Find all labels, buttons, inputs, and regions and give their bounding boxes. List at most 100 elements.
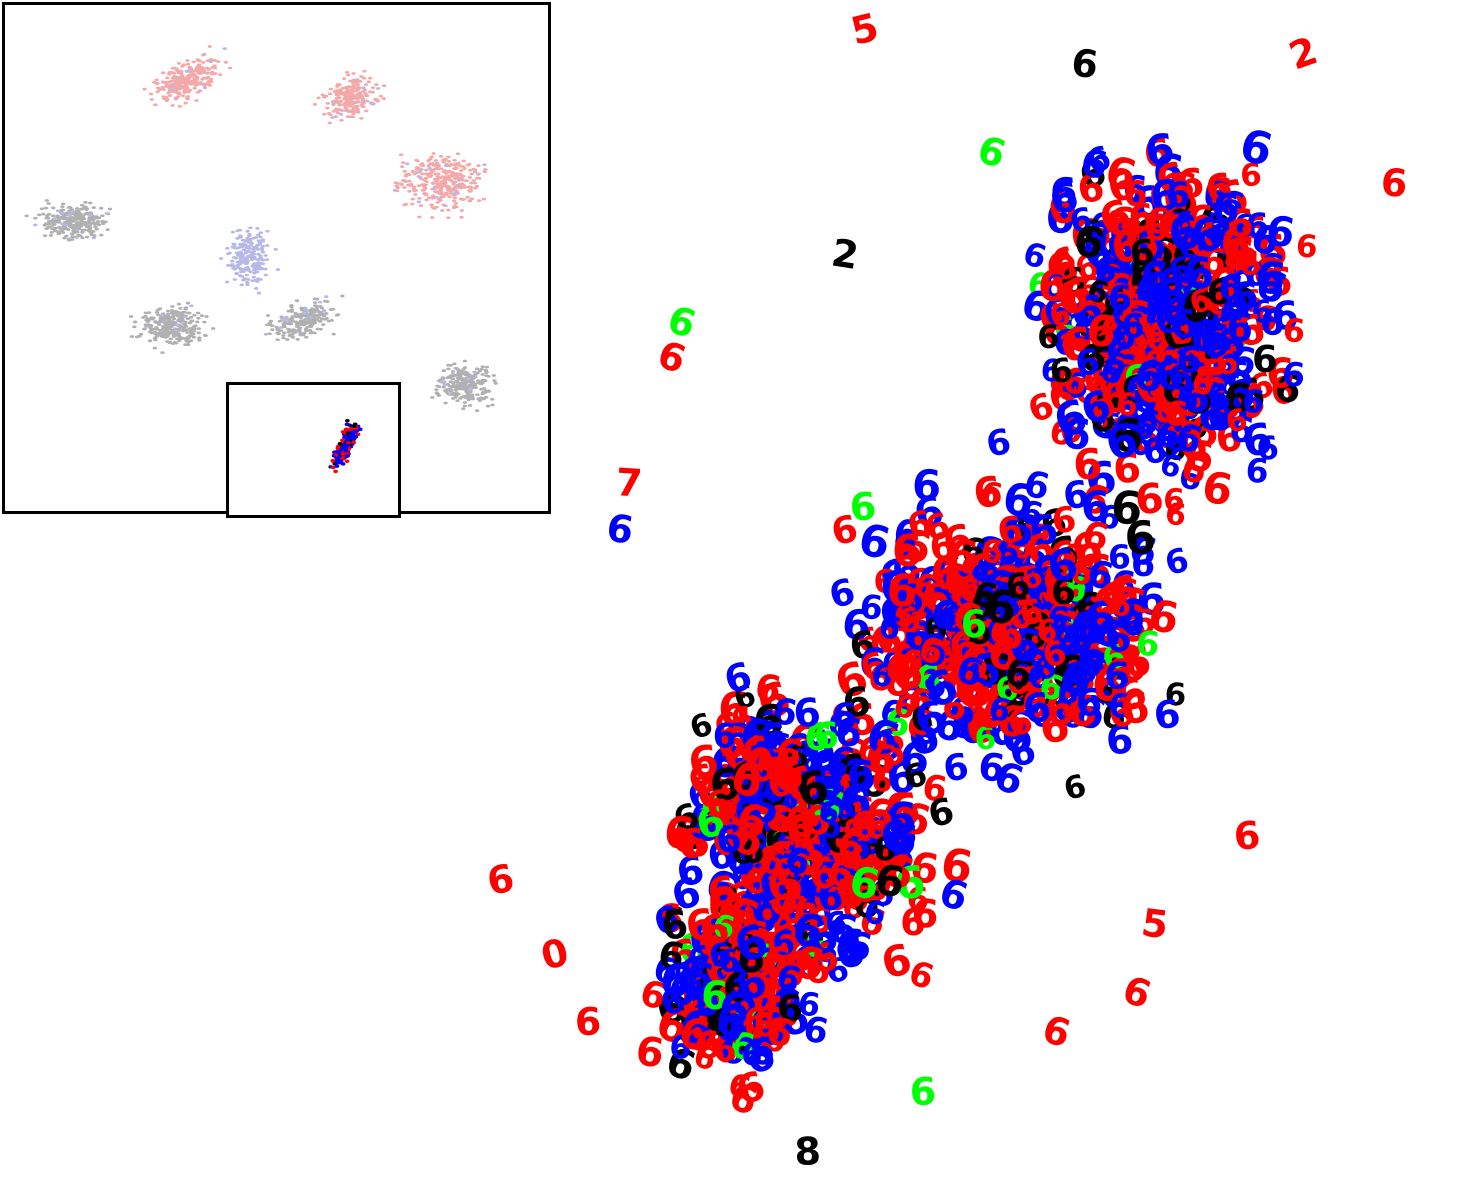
overview-point bbox=[461, 159, 466, 163]
overview-point bbox=[68, 225, 74, 229]
overview-point bbox=[172, 74, 177, 78]
overview-point bbox=[250, 279, 255, 283]
overview-point bbox=[467, 404, 473, 407]
overview-point bbox=[448, 389, 454, 392]
overview-point bbox=[430, 194, 436, 198]
scatter-point: 6 bbox=[1117, 287, 1146, 334]
scatter-point: 6 bbox=[1220, 241, 1246, 284]
overview-point bbox=[446, 185, 452, 189]
overview-point bbox=[277, 319, 283, 323]
scatter-point: 6 bbox=[1141, 304, 1174, 353]
overview-point bbox=[263, 273, 268, 277]
overview-point bbox=[464, 179, 469, 183]
overview-point bbox=[160, 351, 165, 354]
overview-point bbox=[351, 72, 356, 75]
overview-point bbox=[466, 373, 471, 377]
overview-point bbox=[232, 278, 237, 281]
scatter-point: 6 bbox=[1045, 194, 1074, 243]
overview-point bbox=[343, 101, 349, 105]
overview-point bbox=[202, 86, 208, 90]
overview-point bbox=[184, 339, 189, 343]
overview-point bbox=[268, 323, 273, 327]
overview-point bbox=[157, 88, 163, 91]
overview-point bbox=[270, 328, 275, 332]
overview-point bbox=[344, 108, 350, 112]
overview-point bbox=[410, 202, 415, 206]
overview-point bbox=[170, 308, 175, 312]
overview-point bbox=[459, 209, 464, 212]
overview-point bbox=[92, 222, 97, 226]
overview-point bbox=[236, 263, 241, 267]
overview-point bbox=[207, 45, 212, 48]
scatter-point: 6 bbox=[1252, 338, 1278, 381]
overview-point bbox=[177, 82, 182, 85]
overview-point bbox=[448, 376, 453, 380]
overview-point bbox=[462, 366, 468, 369]
overview-point bbox=[191, 60, 196, 64]
zoom-point bbox=[335, 450, 340, 454]
overview-point bbox=[332, 89, 338, 93]
overview-point bbox=[60, 202, 66, 206]
overview-point bbox=[170, 71, 176, 74]
scatter-point: 6 bbox=[1164, 185, 1194, 231]
overview-point bbox=[185, 59, 190, 63]
scatter-point: 6 bbox=[1204, 386, 1239, 438]
overview-point bbox=[252, 266, 257, 270]
overview-point bbox=[339, 118, 344, 122]
overview-point bbox=[470, 395, 475, 399]
overview-point bbox=[469, 172, 474, 176]
overview-point bbox=[55, 214, 60, 218]
overview-point bbox=[187, 311, 192, 315]
overview-point bbox=[482, 378, 487, 382]
overview-point bbox=[232, 243, 237, 247]
overview-point bbox=[288, 328, 293, 332]
overview-point bbox=[431, 152, 436, 155]
overview-point bbox=[51, 227, 57, 231]
overview-point bbox=[185, 97, 190, 101]
overview-point bbox=[481, 197, 487, 201]
overview-point bbox=[354, 83, 360, 87]
overview-point bbox=[305, 325, 310, 329]
overview-point bbox=[281, 336, 286, 340]
overview-point bbox=[301, 323, 307, 327]
overview-point bbox=[401, 178, 407, 182]
scatter-point: 6 bbox=[1130, 207, 1169, 265]
overview-point bbox=[206, 81, 211, 85]
overview-point bbox=[479, 367, 484, 371]
overview-point bbox=[195, 320, 200, 324]
overview-point bbox=[210, 327, 216, 330]
scatter-point: 6 bbox=[1161, 289, 1190, 335]
overview-point bbox=[230, 245, 236, 249]
overview-point bbox=[182, 326, 187, 330]
outlier-point: 8 bbox=[794, 1129, 822, 1174]
overview-point bbox=[461, 407, 466, 411]
scatter-point: 6 bbox=[1141, 306, 1175, 360]
overview-point bbox=[433, 172, 438, 176]
scatter-point: 6 bbox=[1036, 261, 1070, 313]
overview-point bbox=[313, 314, 318, 318]
zoom-point bbox=[347, 427, 353, 432]
scatter-point: 6 bbox=[924, 791, 958, 837]
overview-point bbox=[255, 226, 260, 230]
zoom-point bbox=[353, 429, 359, 433]
overview-point bbox=[240, 253, 245, 257]
overview-point bbox=[441, 195, 446, 199]
scatter-point: 6 bbox=[1255, 428, 1281, 468]
overview-point bbox=[238, 250, 243, 254]
scatter-point: 6 bbox=[1099, 306, 1122, 344]
overview-point bbox=[360, 101, 366, 104]
overview-point bbox=[59, 208, 64, 212]
overview-point bbox=[440, 175, 445, 179]
zoom-region-scatter bbox=[328, 419, 363, 474]
overview-point bbox=[146, 311, 152, 315]
scatter-point: 6 bbox=[1151, 691, 1183, 738]
overview-point bbox=[344, 71, 350, 74]
overview-point bbox=[331, 332, 336, 336]
scatter-point: 6 bbox=[1209, 336, 1241, 384]
overview-point bbox=[175, 337, 180, 341]
scatter-point: 6 bbox=[1183, 372, 1211, 415]
scatter-point: 6 bbox=[1060, 768, 1090, 808]
overview-point bbox=[432, 207, 437, 210]
overview-point bbox=[251, 249, 257, 253]
overview-point bbox=[173, 321, 178, 324]
